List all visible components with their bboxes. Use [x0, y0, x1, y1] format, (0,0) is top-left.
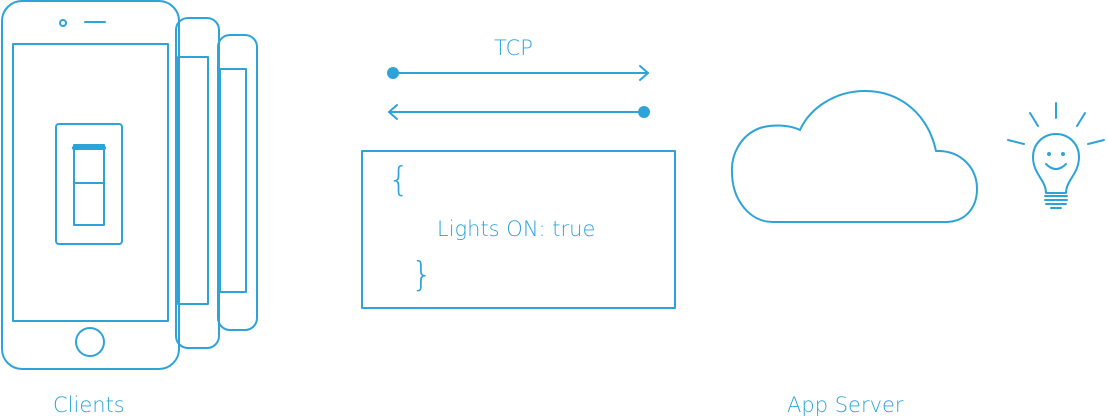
- home-button-icon: [75, 327, 105, 357]
- lightbulb-icon: [1007, 102, 1105, 209]
- arrow-left-icon: [388, 104, 650, 120]
- message-open-brace: {: [388, 160, 410, 200]
- protocol-label: TCP: [494, 36, 533, 60]
- cloud-icon: [730, 90, 978, 223]
- message-body: Lights ON: true: [437, 217, 596, 241]
- smartphone-icon: [1, 0, 180, 370]
- clients-label: Clients: [53, 393, 125, 417]
- phone-screen: [12, 43, 169, 322]
- app-server-label: App Server: [787, 393, 904, 417]
- message-box: [361, 150, 676, 309]
- phone-middle-icon: [175, 17, 220, 349]
- client-phones-stack: [1, 0, 258, 370]
- arrow-right-icon: [387, 65, 649, 81]
- phone-speaker-icon: [59, 19, 67, 27]
- message-close-brace: }: [411, 255, 433, 295]
- phone-back-icon: [217, 34, 258, 331]
- light-switch-icon: [55, 123, 123, 245]
